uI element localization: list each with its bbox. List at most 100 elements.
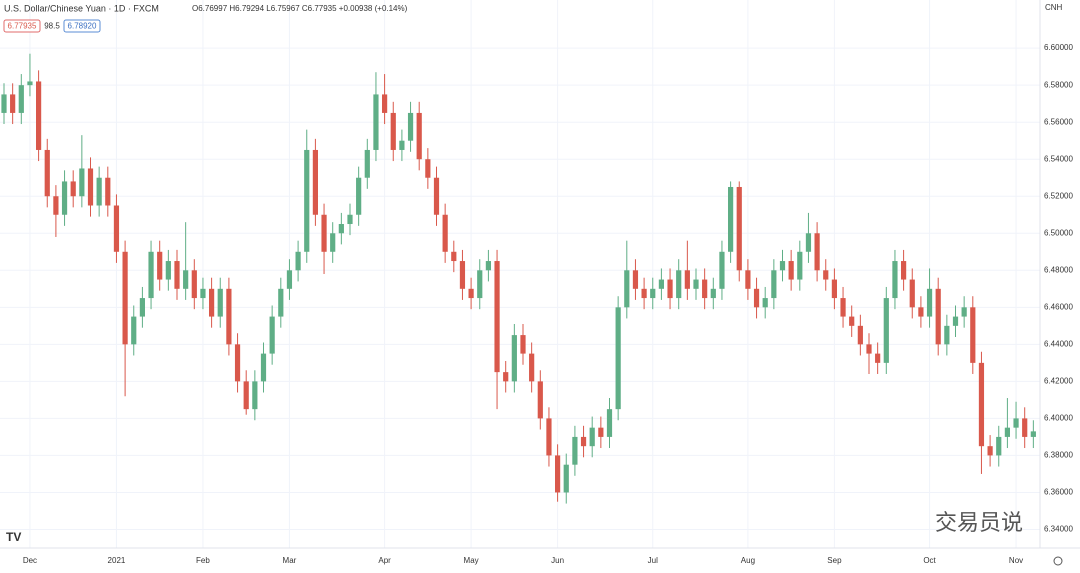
candle-body — [580, 436, 587, 447]
candle-body — [641, 288, 647, 299]
x-tick-label: Mar — [283, 556, 297, 565]
candle-body — [745, 270, 751, 289]
candle-body — [200, 288, 206, 299]
candle-body — [857, 325, 863, 345]
candle-body — [157, 251, 163, 280]
candle-body — [27, 81, 33, 86]
candle-body — [840, 298, 846, 317]
y-tick-label: 6.52000 — [1044, 191, 1073, 200]
settings-icon[interactable] — [1053, 556, 1063, 566]
candle-body — [485, 261, 491, 271]
candle-body — [44, 149, 50, 197]
candle-body — [996, 436, 1002, 456]
candle-body — [390, 112, 396, 150]
candle-body — [901, 261, 907, 280]
x-tick-label: Dec — [23, 556, 37, 565]
sell-price: 6.77935 — [8, 22, 37, 31]
candle-body — [511, 335, 517, 382]
candle-body — [762, 298, 768, 308]
candle-body — [615, 307, 621, 410]
candle-body — [278, 288, 284, 317]
candle-body — [503, 372, 509, 382]
spread: 98.5 — [44, 22, 60, 31]
y-tick-label: 6.46000 — [1044, 302, 1073, 311]
candle-body — [667, 279, 673, 299]
candle-body — [269, 316, 275, 354]
candle-body — [624, 270, 630, 308]
candle-body — [805, 233, 812, 252]
candle-body — [364, 149, 370, 178]
y-tick-label: 6.54000 — [1044, 154, 1073, 163]
candle-body — [252, 381, 258, 410]
candle-body — [598, 427, 604, 437]
candle-body — [217, 288, 223, 317]
candle-body — [883, 298, 889, 363]
ohlc-text: O6.76997 H6.79294 L6.75967 C6.77935 +0.0… — [192, 4, 408, 13]
candle-body — [658, 279, 664, 289]
candle-body — [407, 112, 414, 141]
candle-body — [459, 261, 466, 289]
candle-body — [702, 279, 708, 299]
candle-body — [399, 140, 405, 150]
x-tick-label: May — [464, 556, 479, 565]
candle-body — [18, 85, 24, 113]
candle-body — [338, 224, 344, 234]
candle-body — [61, 181, 68, 215]
candle-body — [1, 94, 7, 113]
y-tick-label: 6.36000 — [1044, 488, 1073, 497]
candle-body — [632, 270, 639, 289]
candle-body — [165, 261, 171, 280]
candle-body — [36, 81, 42, 150]
candle-body — [606, 409, 613, 437]
candle-body — [563, 464, 569, 493]
candle-body — [797, 251, 803, 280]
candle-body — [234, 344, 241, 382]
candle-body — [736, 186, 742, 271]
candle-body — [451, 251, 457, 262]
currency-label: CNH — [1045, 3, 1063, 12]
candle-body — [814, 233, 820, 271]
candle-body — [987, 446, 993, 456]
candle-body — [779, 261, 786, 271]
candle-body — [1004, 427, 1010, 437]
candle-body — [978, 362, 985, 447]
candle-body — [728, 186, 734, 252]
candle-body — [416, 112, 422, 160]
y-tick-label: 6.50000 — [1044, 228, 1073, 237]
y-tick-label: 6.58000 — [1044, 80, 1073, 89]
candle-body — [944, 325, 950, 345]
y-tick-label: 6.34000 — [1044, 525, 1073, 534]
candle-body — [468, 288, 474, 299]
x-tick-label: Jun — [551, 556, 564, 565]
sell-box[interactable] — [3, 19, 41, 33]
x-tick-label: Oct — [923, 556, 936, 565]
candle-body — [788, 261, 794, 280]
candle-body — [139, 298, 145, 317]
logo: TV — [6, 530, 21, 544]
candle-body — [589, 427, 595, 447]
x-tick-label: Jul — [648, 556, 658, 565]
candle-body — [477, 270, 483, 299]
candle-body — [529, 353, 535, 382]
candle-body — [918, 307, 924, 317]
candle-body — [295, 251, 301, 271]
buy-box[interactable] — [63, 19, 101, 33]
candle-body — [10, 94, 16, 113]
candle-body — [823, 270, 829, 280]
candle-body — [494, 261, 500, 373]
candle-body — [831, 279, 837, 299]
candle-body — [96, 177, 102, 206]
y-tick-label: 6.48000 — [1044, 265, 1073, 274]
watermark: 交易员说 — [935, 510, 1023, 535]
candle-body — [53, 196, 59, 215]
candle-body — [122, 251, 128, 345]
candle-body — [650, 288, 656, 299]
candle-body — [1013, 418, 1019, 428]
x-tick-label: Apr — [378, 556, 391, 565]
candle-body — [1022, 418, 1028, 437]
candle-body — [304, 149, 310, 252]
candle-body — [356, 177, 362, 215]
candle-body — [79, 168, 85, 197]
